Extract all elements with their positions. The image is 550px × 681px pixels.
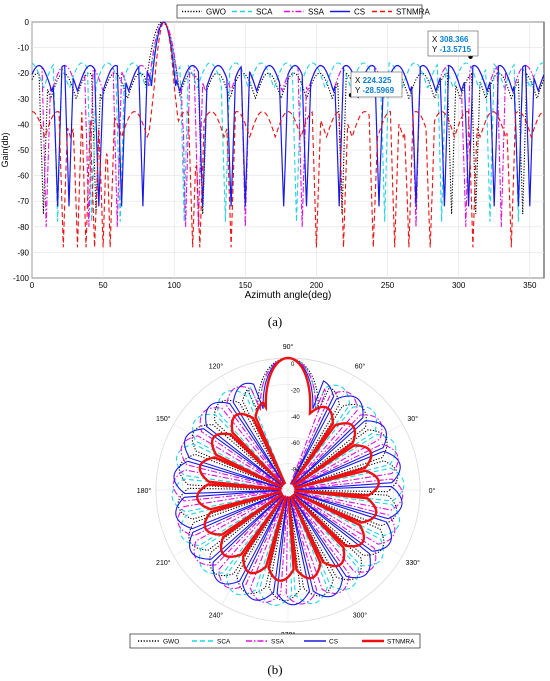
- x-tick-label: 250: [381, 281, 395, 290]
- angle-tick-label: 240°: [209, 612, 224, 620]
- datatip-x-label: X: [355, 76, 361, 85]
- svg-text:Y -28.5969: Y -28.5969: [355, 86, 395, 95]
- angle-tick-label: 150°: [156, 415, 171, 423]
- caption-b: (b): [267, 662, 283, 677]
- datatip-224[interactable]: X 224.325 Y -28.5969: [350, 71, 403, 98]
- svg-text:X 224.325: X 224.325: [355, 76, 392, 85]
- legend-label: SSA: [308, 8, 325, 17]
- legend-label: STNMRA: [396, 8, 430, 17]
- legend-label: GWO: [163, 639, 179, 646]
- angle-tick-label: 210°: [156, 559, 171, 567]
- legend: GWO SCA SSA CS STNMRA: [176, 4, 430, 19]
- x-tick-label: 350: [523, 281, 537, 290]
- cartesian-gain-chart: 0 50 100 150 200 250 300 350 0 -10 -20 -30 -40 -50 -60…: [0, 4, 545, 300]
- legend-label: CS: [329, 639, 339, 646]
- x-tick-label: 200: [310, 281, 324, 290]
- y-tick-label: -60: [17, 172, 29, 181]
- polar-spoke: [287, 489, 403, 557]
- polar-series-cs: [173, 357, 403, 606]
- x-tick-label: 300: [452, 281, 466, 290]
- series-sca: [31, 21, 545, 222]
- y-tick-label: -30: [17, 95, 29, 104]
- svg-text:X 308.366: X 308.366: [432, 35, 469, 44]
- polar-series-stnmra: [196, 356, 380, 582]
- angle-tick-label: 30°: [407, 415, 418, 423]
- datatip-y-value: -13.5715: [439, 45, 471, 54]
- angle-tick-label: 90°: [283, 343, 294, 351]
- caption-a: (a): [267, 314, 283, 329]
- angle-tick-label: 120°: [209, 362, 224, 370]
- polar-series: [171, 356, 405, 606]
- x-tick-label: 150: [239, 281, 253, 290]
- legend: GWO SCA SSA CS STNMRA: [129, 633, 421, 649]
- radius-tick-label: -60: [291, 441, 300, 447]
- legend-label: CS: [354, 8, 365, 17]
- polar-series-ssa: [172, 357, 404, 605]
- datatip-x-label: X: [432, 35, 438, 44]
- datatip-x-value: 224.325: [363, 76, 392, 85]
- angle-tick-label: 330°: [405, 559, 420, 567]
- y-tick-label: -40: [17, 120, 29, 129]
- legend-label: SCA: [256, 8, 273, 17]
- radius-tick-label: -20: [291, 388, 300, 394]
- y-tick-label: -70: [17, 197, 29, 206]
- radius-tick-label: -80: [291, 468, 300, 474]
- legend-label: SCA: [217, 639, 231, 646]
- legend-label: GWO: [206, 8, 226, 17]
- y-tick-label: 0: [25, 18, 30, 27]
- polar-spoke: [287, 489, 355, 605]
- y-tick-label: -10: [17, 44, 29, 53]
- datatip-308[interactable]: X 308.366 Y -13.5715: [427, 30, 479, 57]
- y-tick-label: -80: [17, 223, 29, 232]
- x-tick-label: 100: [168, 281, 182, 290]
- y-tick-label: -50: [17, 146, 29, 155]
- angle-tick-label: 180°: [137, 487, 152, 495]
- series-lines: [31, 21, 545, 248]
- y-tick-label: -20: [17, 69, 29, 78]
- datatip-y-label: Y: [432, 45, 438, 54]
- polar-gain-chart: 90°60°30°0°330°300°270°240°210°180°150°1…: [129, 343, 436, 649]
- radius-tick-label: -40: [291, 415, 300, 421]
- y-tick-label: -90: [17, 248, 29, 257]
- y-axis-label: Gain(db): [0, 132, 10, 167]
- grid-lines: [31, 21, 544, 279]
- legend-label: SSA: [271, 639, 285, 646]
- x-axis-label: Azimuth angle(deg): [245, 290, 332, 300]
- polar-grid: [155, 357, 421, 623]
- series-cs: [31, 21, 545, 207]
- polar-series-gwo: [177, 357, 399, 602]
- angle-tick-label: 60°: [355, 362, 366, 370]
- x-tick-label: 50: [99, 281, 108, 290]
- polar-series-sca: [171, 357, 405, 606]
- datatip-y-label: Y: [355, 86, 361, 95]
- angle-tick-label: 300°: [353, 612, 368, 620]
- y-tick-label: -100: [13, 274, 30, 283]
- svg-text:Y -13.5715: Y -13.5715: [432, 45, 472, 54]
- series-stnmra: [31, 21, 545, 248]
- datatip-y-value: -28.5969: [362, 86, 394, 95]
- legend-label: STNMRA: [387, 639, 415, 646]
- angle-tick-label: 0°: [429, 487, 436, 495]
- axis-ticks: 0 50 100 150 200 250 300 350 0 -10 -20 -30 -40 -50 -60…: [13, 18, 537, 290]
- radius-tick-label: 0: [291, 362, 295, 368]
- datatip-x-value: 308.366: [440, 35, 469, 44]
- x-tick-label: 0: [30, 281, 35, 290]
